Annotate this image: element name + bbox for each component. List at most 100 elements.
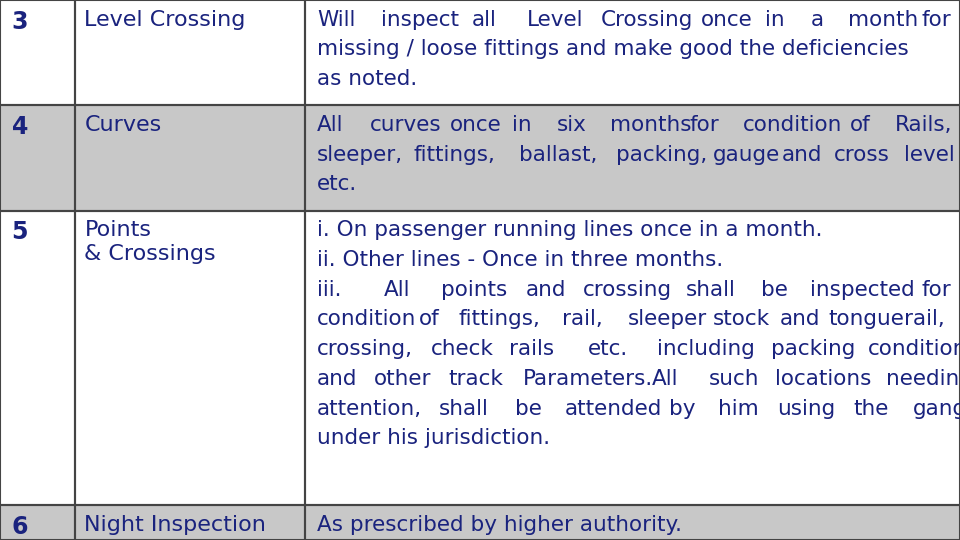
Bar: [0, 0, 75, 105]
Text: of: of: [851, 115, 871, 135]
Text: such: such: [708, 369, 759, 389]
Bar: [305, 105, 960, 211]
Bar: [75, 211, 305, 505]
Text: level: level: [903, 145, 954, 165]
Text: 4: 4: [12, 115, 28, 139]
Text: iii.: iii.: [317, 280, 342, 300]
Text: and: and: [317, 369, 357, 389]
Text: using: using: [777, 399, 835, 418]
Text: for: for: [922, 10, 951, 30]
Text: in: in: [513, 115, 532, 135]
Text: points: points: [441, 280, 507, 300]
Text: and: and: [525, 280, 566, 300]
Text: All: All: [317, 115, 344, 135]
Text: etc.: etc.: [317, 174, 357, 194]
Text: rail,: rail,: [903, 309, 945, 329]
Text: the: the: [853, 399, 889, 418]
Text: locations: locations: [775, 369, 871, 389]
Bar: [0, 211, 75, 505]
Text: for: for: [690, 115, 720, 135]
Text: in: in: [765, 10, 784, 30]
Bar: [305, 505, 960, 540]
Text: ii. Other lines - Once in three months.: ii. Other lines - Once in three months.: [317, 250, 723, 270]
Bar: [0, 505, 75, 540]
Bar: [75, 105, 305, 211]
Text: inspect: inspect: [381, 10, 459, 30]
Text: condition: condition: [868, 339, 960, 359]
Bar: [305, 211, 960, 505]
Text: missing / loose fittings and make good the deficiencies: missing / loose fittings and make good t…: [317, 39, 908, 59]
Text: packing,: packing,: [615, 145, 707, 165]
Text: gauge: gauge: [712, 145, 780, 165]
Text: other: other: [373, 369, 431, 389]
Text: shall: shall: [685, 280, 735, 300]
Text: 6: 6: [12, 515, 28, 538]
Bar: [0, 105, 75, 211]
Text: once: once: [450, 115, 502, 135]
Bar: [0, 0, 75, 105]
Text: 5: 5: [12, 220, 28, 244]
Bar: [75, 0, 305, 105]
Bar: [75, 211, 305, 505]
Text: tongue: tongue: [828, 309, 903, 329]
Text: fittings,: fittings,: [459, 309, 540, 329]
Text: Level: Level: [527, 10, 584, 30]
Text: all: all: [472, 10, 497, 30]
Text: fittings,: fittings,: [414, 145, 495, 165]
Text: be: be: [516, 399, 542, 418]
Text: 3: 3: [12, 10, 28, 33]
Text: inspected: inspected: [810, 280, 915, 300]
Text: check: check: [431, 339, 494, 359]
Bar: [0, 105, 75, 211]
Text: curves: curves: [370, 115, 442, 135]
Bar: [0, 211, 75, 505]
Text: including: including: [657, 339, 755, 359]
Text: and: and: [780, 309, 820, 329]
Bar: [75, 105, 305, 211]
Text: under his jurisdiction.: under his jurisdiction.: [317, 428, 550, 448]
Text: Curves: Curves: [84, 115, 161, 135]
Text: rail,: rail,: [562, 309, 602, 329]
Text: as noted.: as noted.: [317, 69, 417, 89]
Bar: [0, 505, 75, 540]
Bar: [305, 0, 960, 105]
Bar: [75, 505, 305, 540]
Text: needing: needing: [885, 369, 960, 389]
Bar: [75, 505, 305, 540]
Text: once: once: [701, 10, 753, 30]
Text: Crossing: Crossing: [601, 10, 693, 30]
Bar: [305, 0, 960, 105]
Text: for: for: [922, 280, 951, 300]
Text: Night Inspection: Night Inspection: [84, 515, 266, 535]
Text: him: him: [718, 399, 759, 418]
Text: by: by: [668, 399, 695, 418]
Text: rails: rails: [510, 339, 555, 359]
Text: six: six: [557, 115, 587, 135]
Text: a: a: [811, 10, 825, 30]
Text: Points
& Crossings: Points & Crossings: [84, 220, 216, 264]
Text: All: All: [652, 369, 679, 389]
Text: stock: stock: [712, 309, 770, 329]
Bar: [305, 505, 960, 540]
Text: All: All: [383, 280, 410, 300]
Text: attention,: attention,: [317, 399, 422, 418]
Text: sleeper,: sleeper,: [317, 145, 403, 165]
Text: month: month: [849, 10, 919, 30]
Text: crossing: crossing: [583, 280, 672, 300]
Text: Will: Will: [317, 10, 355, 30]
Text: condition: condition: [317, 309, 417, 329]
Text: Parameters.: Parameters.: [523, 369, 654, 389]
Text: shall: shall: [439, 399, 489, 418]
Text: Rails,: Rails,: [895, 115, 952, 135]
Text: and: and: [782, 145, 823, 165]
Text: months: months: [610, 115, 691, 135]
Text: gang: gang: [913, 399, 960, 418]
Text: i. On passenger running lines once in a month.: i. On passenger running lines once in a …: [317, 220, 823, 240]
Bar: [75, 0, 305, 105]
Text: ballast,: ballast,: [519, 145, 597, 165]
Text: etc.: etc.: [588, 339, 628, 359]
Text: of: of: [420, 309, 440, 329]
Text: track: track: [448, 369, 503, 389]
Text: condition: condition: [743, 115, 843, 135]
Text: Level Crossing: Level Crossing: [84, 10, 246, 30]
